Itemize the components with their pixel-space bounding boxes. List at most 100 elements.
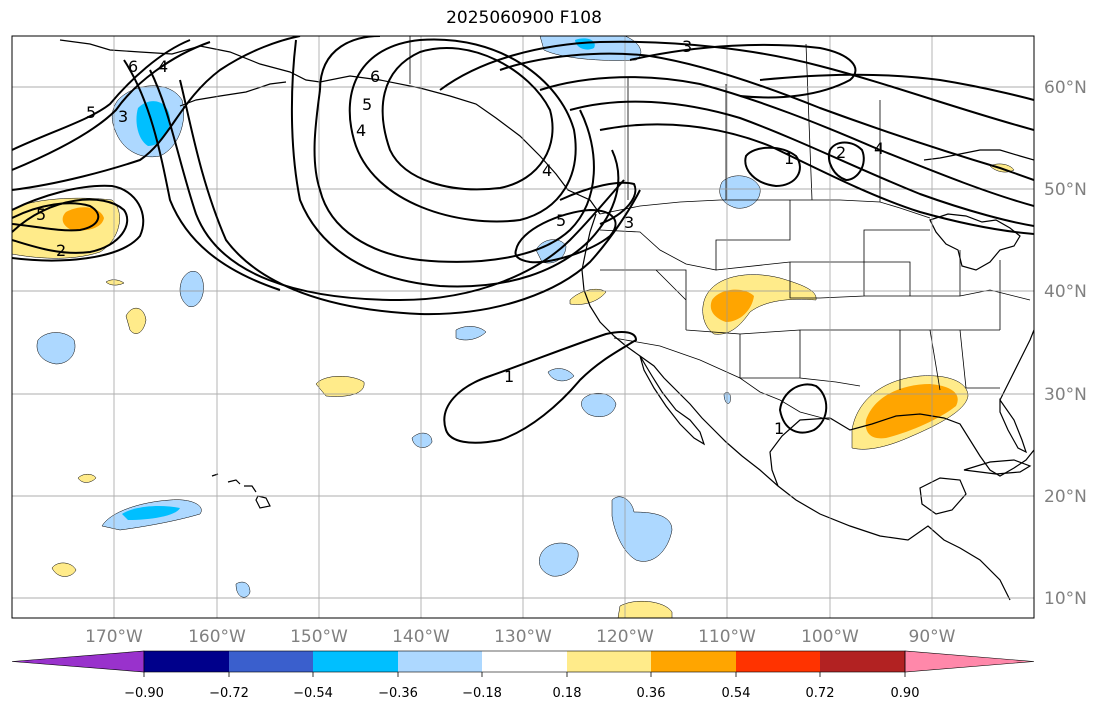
lat-label-20n: 20°N [1044, 487, 1087, 507]
coast-florida [999, 398, 1028, 454]
contour-west-outer [12, 39, 191, 151]
contour-west-2 [12, 41, 211, 171]
colorbar-tick-label: 0.18 [553, 686, 582, 701]
coast-yucatan [919, 477, 967, 515]
shade-neg-d [547, 368, 575, 382]
contour-north-band-6 [629, 43, 857, 99]
lat-label-50n: 50°N [1044, 180, 1087, 200]
shade-pos-c [125, 308, 147, 334]
contour-offshore-ring-2 [559, 181, 637, 225]
contour-label: 4 [874, 139, 884, 158]
coast-hawaii [211, 473, 271, 509]
contour-label: 5 [36, 205, 46, 224]
lon-label-120w: 120°W [596, 627, 654, 647]
colorbar-bin [651, 651, 736, 672]
contour-dakota-ring-2 [828, 141, 865, 182]
contour-gulf-low-1 [381, 47, 554, 191]
shade-neg-north-core [575, 38, 595, 50]
colorbar-tick-label: 0.72 [806, 686, 835, 701]
colorbar-bin [144, 651, 229, 672]
contour-north-band-5 [439, 40, 1034, 131]
coast-east [999, 329, 1034, 401]
coast-aleutians [179, 81, 287, 107]
colorbar-tick-label: 0.54 [722, 686, 751, 701]
coast-gulf [769, 413, 1034, 487]
shade-neg-mexico-sw [611, 496, 673, 562]
coast-great-lakes [929, 213, 1021, 271]
contour-gulf-trough-3 [123, 59, 281, 291]
shade-neg-b [36, 332, 76, 365]
map-title: 2025060900 F108 [446, 8, 602, 28]
political-borders [409, 36, 1031, 421]
shade-pos-d [569, 289, 607, 305]
contour-label: 4 [158, 57, 168, 76]
shade-pos-g [77, 474, 97, 483]
contour-north-band-7 [759, 73, 1034, 101]
shade-pos-e [617, 600, 673, 618]
lon-label-130w: 130°W [494, 627, 552, 647]
shade-neg-i [235, 581, 251, 598]
contour-label: 6 [128, 57, 138, 76]
contour-label: 3 [682, 37, 692, 56]
lon-label-100w: 100°W [801, 627, 859, 647]
lon-label-150w: 150°W [290, 627, 348, 647]
contour-label: 6 [370, 67, 380, 86]
contour-label: 1 [774, 419, 784, 438]
colorbar-extend-low [11, 650, 145, 673]
shade-neg-f [411, 432, 433, 448]
contour-label: 2 [836, 143, 846, 162]
contour-label: 2 [56, 241, 66, 260]
colorbar-tick-label: 0.36 [637, 686, 666, 701]
shade-neg-h [539, 542, 579, 577]
latitude-labels: 60°N 50°N 40°N 30°N 20°N 10°N [1044, 78, 1087, 609]
shade-pos-f [51, 562, 77, 577]
lon-label-90w: 90°W [909, 627, 956, 647]
colorbar-extend-high [904, 650, 1035, 673]
border-canada-provinces [627, 43, 881, 202]
longitude-labels: 170°W 160°W 150°W 140°W 130°W 120°W 110°… [85, 627, 956, 647]
coast-west-us [581, 213, 1011, 601]
contour-north-band-4 [599, 123, 1034, 235]
lon-label-110w: 110°W [698, 627, 756, 647]
coastlines [59, 39, 1034, 601]
colorbar-bin [482, 651, 567, 672]
contour-gulf-trough-1 [149, 69, 625, 302]
contour-gulf-ring [778, 383, 828, 434]
contour-gulf-trough-2 [179, 79, 641, 316]
colorbar-tick-label: −0.90 [124, 686, 164, 701]
lat-label-30n: 30°N [1044, 385, 1087, 405]
shade-neg-e [581, 392, 617, 417]
border-us-mexico [613, 337, 831, 421]
colorbar: −0.90 −0.72 −0.54 −0.36 −0.18 0.18 0.36 … [11, 650, 1035, 701]
coast-alaska-west [59, 39, 601, 215]
colorbar-bin [567, 651, 651, 672]
colorbar-bin [398, 651, 482, 672]
contour-pacific-1 [443, 331, 638, 444]
contour-north-band-3 [569, 100, 1034, 227]
shade-pos-b [315, 376, 365, 397]
map-gridlines [12, 36, 1034, 618]
colorbar-bin [229, 651, 313, 672]
colorbar-bin [313, 651, 398, 672]
contour-label: 1 [504, 367, 514, 386]
contour-label: 1 [784, 149, 794, 168]
contour-west-ring-2 [12, 184, 145, 262]
contour-dakota-ring [744, 146, 801, 188]
colorbar-tick-label: 0.90 [891, 686, 920, 701]
contour-labels: 6 5 4 3 5 2 6 5 4 3 3 5 4 1 2 4 1 1 [36, 37, 884, 438]
lon-label-140w: 140°W [392, 627, 450, 647]
border-us-states [599, 200, 1031, 391]
shade-pos-i [105, 279, 125, 286]
contour-lines [12, 36, 1034, 444]
coast-hudson [923, 149, 1034, 161]
lat-label-40n: 40°N [1044, 282, 1087, 302]
coast-baja [639, 355, 706, 446]
contour-north-band-1 [499, 52, 1034, 181]
coast-cuba [963, 459, 1032, 475]
map-frame [11, 35, 1035, 619]
colorbar-bin [736, 651, 820, 672]
contour-label: 5 [86, 103, 96, 122]
contour-label: 3 [624, 213, 634, 232]
shade-neg-offshore [535, 239, 567, 264]
contour-label: 3 [118, 107, 128, 126]
